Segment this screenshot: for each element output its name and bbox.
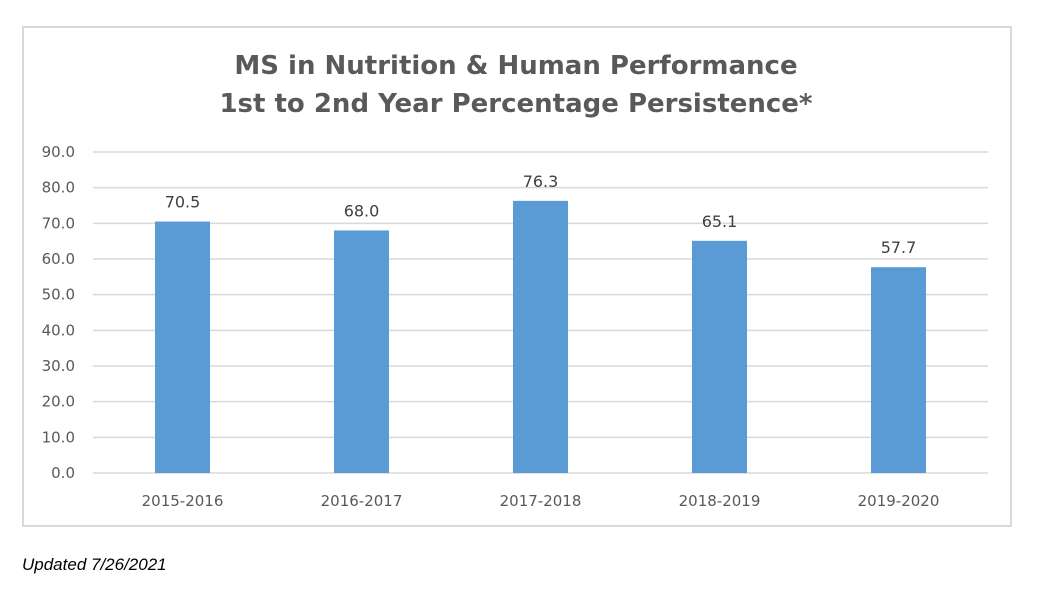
bar xyxy=(871,267,926,473)
y-tick-label: 0.0 xyxy=(51,464,75,482)
data-label: 70.5 xyxy=(165,193,201,212)
updated-note: Updated 7/26/2021 xyxy=(22,555,167,574)
bar xyxy=(513,200,568,473)
chart-title-line: 1st to 2nd Year Percentage Persistence* xyxy=(219,89,812,119)
y-tick-label: 10.0 xyxy=(42,428,75,446)
x-tick-label: 2015-2016 xyxy=(142,492,224,510)
data-label: 57.7 xyxy=(881,238,917,257)
bar xyxy=(155,221,210,473)
y-tick-label: 60.0 xyxy=(42,250,75,268)
x-tick-label: 2018-2019 xyxy=(679,492,761,510)
y-tick-label: 40.0 xyxy=(42,321,75,339)
bar xyxy=(692,240,747,473)
y-tick-label: 80.0 xyxy=(42,179,75,197)
data-label: 68.0 xyxy=(344,201,380,220)
x-tick-label: 2016-2017 xyxy=(321,492,403,510)
y-tick-label: 20.0 xyxy=(42,393,75,411)
chart-frame: MS in Nutrition & Human Performance 1st t… xyxy=(22,26,1012,527)
x-tick-label: 2019-2020 xyxy=(858,492,940,510)
data-label: 76.3 xyxy=(523,172,559,191)
y-tick-label: 70.0 xyxy=(42,214,75,232)
y-tick-label: 50.0 xyxy=(42,286,75,304)
x-tick-label: 2017-2018 xyxy=(500,492,582,510)
bar xyxy=(334,230,389,473)
chart-title-line: MS in Nutrition & Human Performance xyxy=(234,51,797,81)
y-tick-label: 90.0 xyxy=(42,143,75,161)
data-label: 65.1 xyxy=(702,212,738,231)
y-tick-label: 30.0 xyxy=(42,357,75,375)
